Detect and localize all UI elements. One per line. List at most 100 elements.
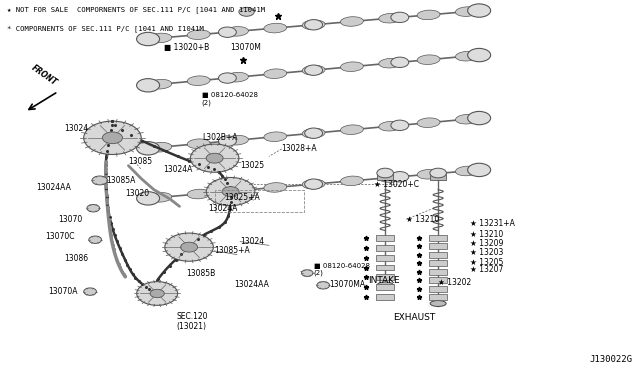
Text: 13070C: 13070C <box>45 231 75 241</box>
Ellipse shape <box>340 176 364 186</box>
Ellipse shape <box>188 76 210 86</box>
Text: 13070A: 13070A <box>49 287 78 296</box>
Ellipse shape <box>417 10 440 20</box>
Circle shape <box>87 205 100 212</box>
Text: ★ 13210: ★ 13210 <box>406 215 440 224</box>
Ellipse shape <box>377 282 393 288</box>
Circle shape <box>150 289 164 298</box>
Circle shape <box>377 168 394 178</box>
Ellipse shape <box>379 58 402 68</box>
Ellipse shape <box>225 186 248 196</box>
Ellipse shape <box>379 13 402 23</box>
Circle shape <box>430 168 447 178</box>
Circle shape <box>218 73 236 83</box>
Text: 13025: 13025 <box>240 161 264 170</box>
Bar <box>378 174 393 180</box>
Circle shape <box>305 20 323 30</box>
Ellipse shape <box>302 128 325 138</box>
Bar <box>429 252 447 258</box>
Ellipse shape <box>417 170 440 179</box>
Circle shape <box>190 144 239 172</box>
Text: ■ 13020+B: ■ 13020+B <box>164 42 209 51</box>
Ellipse shape <box>225 26 248 36</box>
Circle shape <box>92 176 108 185</box>
Text: 13070M: 13070M <box>230 42 262 51</box>
Ellipse shape <box>302 20 325 29</box>
Text: FRONT: FRONT <box>29 64 59 88</box>
Circle shape <box>218 186 236 197</box>
Bar <box>429 260 447 266</box>
Text: ★ 13231+A: ★ 13231+A <box>470 219 515 228</box>
Circle shape <box>136 142 159 155</box>
Text: ★ 13020+C: ★ 13020+C <box>374 180 419 189</box>
Ellipse shape <box>225 135 248 145</box>
Circle shape <box>89 236 102 243</box>
Ellipse shape <box>302 65 325 75</box>
Text: 13085A: 13085A <box>106 176 136 185</box>
Ellipse shape <box>264 23 287 33</box>
Ellipse shape <box>340 125 364 135</box>
Text: 13070: 13070 <box>58 215 83 224</box>
Bar <box>376 264 394 270</box>
Circle shape <box>206 177 255 206</box>
Circle shape <box>301 270 313 276</box>
Text: 13024A: 13024A <box>164 165 193 174</box>
Bar <box>376 235 394 241</box>
Circle shape <box>137 282 177 305</box>
Bar <box>376 284 394 290</box>
Circle shape <box>391 171 409 182</box>
Ellipse shape <box>456 51 478 61</box>
Text: ★ 13202: ★ 13202 <box>438 278 472 287</box>
Bar <box>429 294 447 300</box>
Circle shape <box>468 111 491 125</box>
Ellipse shape <box>379 173 402 182</box>
Ellipse shape <box>379 121 402 131</box>
Circle shape <box>305 179 323 189</box>
Ellipse shape <box>340 17 364 26</box>
Ellipse shape <box>149 79 172 89</box>
Text: 13086: 13086 <box>65 254 89 263</box>
Circle shape <box>180 242 198 252</box>
Text: 13020: 13020 <box>125 189 149 198</box>
Text: ★ 13207: ★ 13207 <box>470 265 504 274</box>
Text: 13085B: 13085B <box>186 269 215 278</box>
Ellipse shape <box>456 115 478 124</box>
Ellipse shape <box>188 189 210 199</box>
Text: ★ 13205: ★ 13205 <box>470 257 504 266</box>
Ellipse shape <box>149 193 172 202</box>
Circle shape <box>391 120 409 131</box>
Circle shape <box>468 163 491 177</box>
Text: 13024: 13024 <box>65 124 89 133</box>
Ellipse shape <box>225 73 248 82</box>
Circle shape <box>165 233 213 261</box>
Text: 13025+A: 13025+A <box>224 193 260 202</box>
Circle shape <box>218 136 236 146</box>
Text: * COMPORNENTS OF SEC.111 P/C [1041 AND I1041M: * COMPORNENTS OF SEC.111 P/C [1041 AND I… <box>7 25 204 32</box>
Circle shape <box>84 121 141 154</box>
Bar <box>376 294 394 300</box>
Text: 13024AA: 13024AA <box>36 183 70 192</box>
Ellipse shape <box>340 62 364 71</box>
Circle shape <box>391 57 409 67</box>
Circle shape <box>391 12 409 23</box>
Circle shape <box>305 128 323 138</box>
Bar <box>376 245 394 251</box>
Bar <box>214 190 304 212</box>
Circle shape <box>305 65 323 76</box>
Text: L302B+A: L302B+A <box>202 133 237 142</box>
Text: ★ NOT FOR SALE  COMPORNENTS OF SEC.111 P/C [1041 AND 11041M: ★ NOT FOR SALE COMPORNENTS OF SEC.111 P/… <box>7 6 265 13</box>
Ellipse shape <box>456 166 478 176</box>
Bar <box>376 275 394 280</box>
Circle shape <box>136 192 159 205</box>
Bar <box>429 243 447 249</box>
Circle shape <box>222 187 239 196</box>
Circle shape <box>206 153 223 163</box>
Text: 13085: 13085 <box>129 157 152 166</box>
Circle shape <box>102 132 122 144</box>
Ellipse shape <box>149 142 172 152</box>
Bar <box>429 235 447 241</box>
Ellipse shape <box>264 69 287 78</box>
Bar <box>431 174 446 180</box>
Text: INTAKE: INTAKE <box>368 276 399 285</box>
Text: SEC.120
(13021): SEC.120 (13021) <box>176 312 208 331</box>
